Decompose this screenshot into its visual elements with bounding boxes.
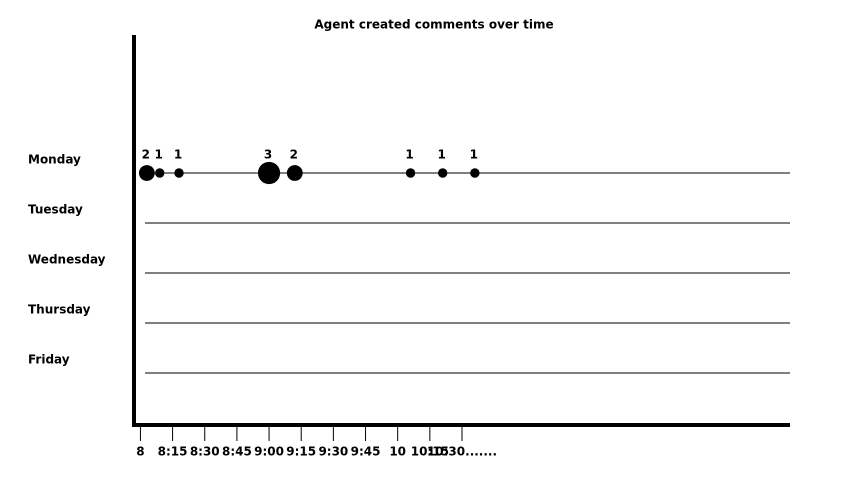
y-tick-label: Thursday <box>28 303 91 317</box>
x-tick-label: 10 <box>389 445 406 459</box>
data-label: 1 <box>155 148 163 162</box>
y-tick-label: Friday <box>28 353 70 367</box>
bubble <box>286 165 303 181</box>
data-label: 2 <box>142 148 150 162</box>
x-tick-label: 8 <box>136 445 144 459</box>
x-tick-label: 8:30 <box>190 445 220 459</box>
x-tick-label: 9:30 <box>318 445 348 459</box>
data-label: 1 <box>174 148 182 162</box>
x-tick-label: 9:00 <box>254 445 284 459</box>
bubble <box>257 161 281 185</box>
data-label: 3 <box>264 148 272 162</box>
data-label: 1 <box>438 148 446 162</box>
bubble <box>174 168 184 178</box>
x-tick-label: 8:45 <box>222 445 252 459</box>
x-tick-label: 8:15 <box>158 445 188 459</box>
x-tick-label: 9:45 <box>351 445 381 459</box>
y-tick-label: Monday <box>28 153 81 167</box>
bubble <box>470 168 480 178</box>
chart-title: Agent created comments over time <box>314 18 553 32</box>
y-tick-label: Tuesday <box>28 203 83 217</box>
y-tick-label: Wednesday <box>28 253 106 267</box>
bubble <box>438 168 448 178</box>
x-tick-label: 10:15 <box>411 445 449 459</box>
x-tick-label: 10:30....... <box>427 445 497 459</box>
data-label: 2 <box>290 148 298 162</box>
x-tick-label: 9:15 <box>286 445 316 459</box>
data-label: 1 <box>405 148 413 162</box>
bubble <box>138 165 155 181</box>
bubble <box>405 168 416 178</box>
data-label: 1 <box>470 148 478 162</box>
bubble <box>155 168 165 178</box>
